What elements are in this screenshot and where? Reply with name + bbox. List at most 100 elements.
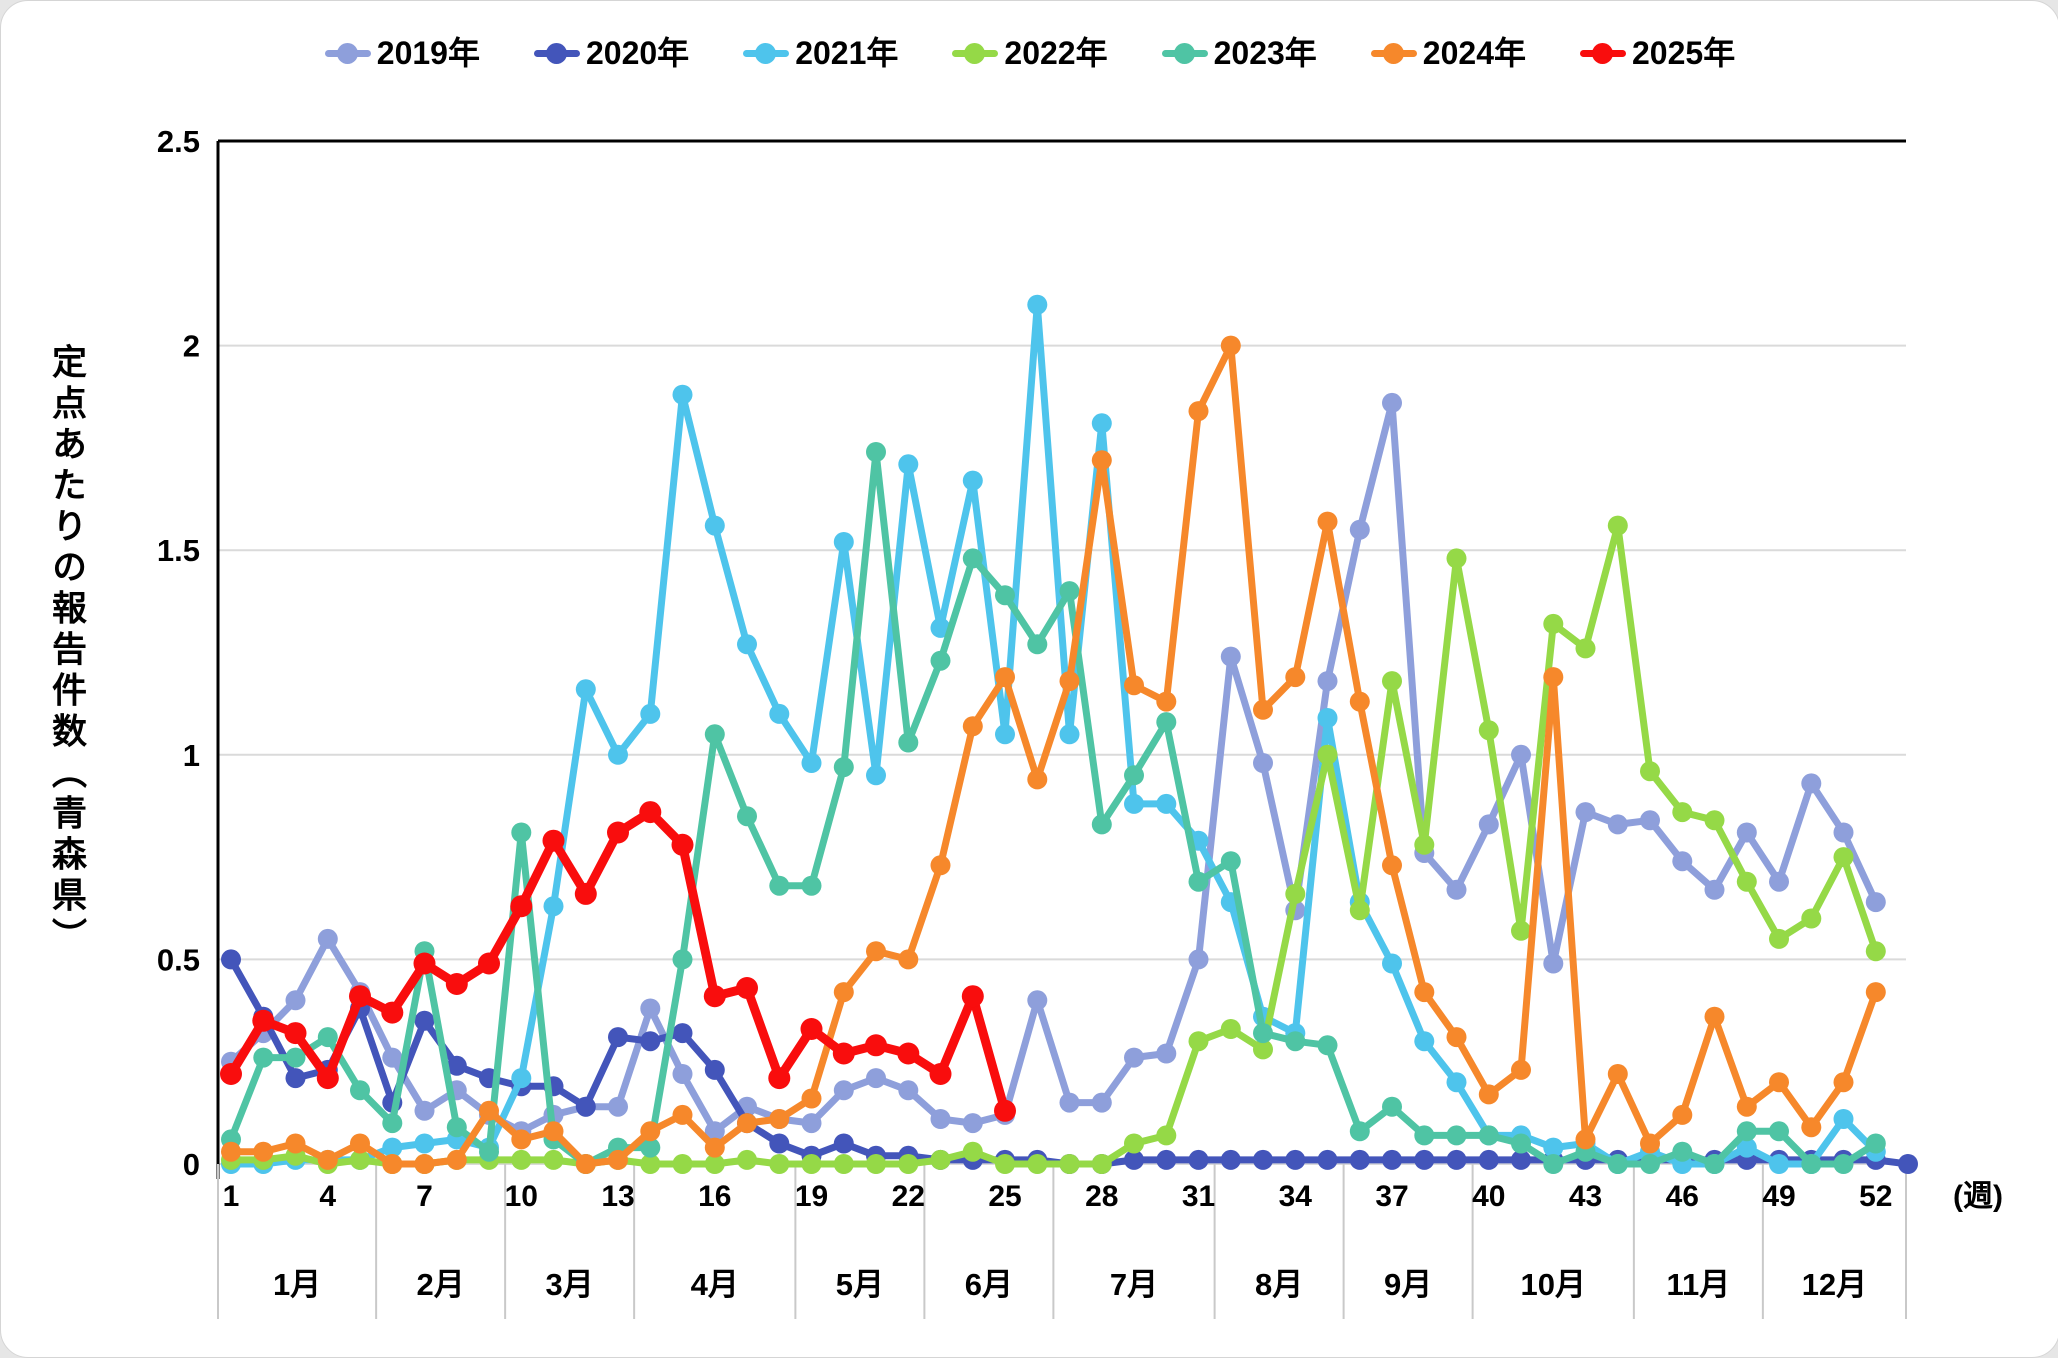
data-point-2024 — [640, 1121, 661, 1142]
data-point-2025 — [929, 1063, 952, 1085]
data-point-2022 — [672, 1154, 693, 1174]
data-point-2019 — [1865, 892, 1886, 913]
data-point-2019 — [1704, 879, 1725, 900]
data-point-2023 — [737, 806, 757, 827]
data-point-2019 — [930, 1109, 951, 1129]
data-point-2021 — [898, 454, 919, 475]
data-point-2021 — [575, 679, 596, 700]
series-line-2021 — [227, 301, 1880, 1168]
data-point-2023 — [1865, 1133, 1886, 1154]
data-point-2023 — [1382, 1096, 1402, 1117]
data-point-2024 — [382, 1154, 403, 1174]
data-point-2023 — [1511, 1133, 1531, 1154]
data-point-2022 — [1349, 900, 1370, 921]
data-point-2024 — [511, 1129, 532, 1150]
data-point-2019 — [1801, 773, 1822, 794]
week-tick-label: 49 — [1762, 1180, 1795, 1213]
data-point-2022 — [833, 1154, 854, 1174]
data-point-2022 — [1156, 1125, 1177, 1146]
data-point-2024 — [801, 1088, 822, 1109]
data-point-2024 — [1253, 699, 1273, 720]
data-point-2025 — [703, 985, 726, 1008]
data-point-2024 — [446, 1149, 467, 1170]
data-point-2023 — [801, 875, 822, 896]
data-point-2024 — [1349, 691, 1370, 712]
data-point-2022 — [1059, 1154, 1080, 1174]
data-point-2024 — [1188, 401, 1209, 422]
data-point-2023 — [253, 1047, 274, 1068]
data-point-2019 — [1736, 822, 1757, 843]
data-point-2025 — [994, 1099, 1016, 1122]
data-point-2019 — [285, 990, 306, 1011]
series-line-2024 — [227, 342, 1880, 1168]
data-point-2019 — [1769, 871, 1789, 892]
data-point-2023 — [930, 650, 951, 671]
data-point-2024 — [253, 1141, 274, 1162]
data-point-2022 — [1801, 908, 1822, 929]
month-label: 9月 — [1384, 1267, 1432, 1302]
month-label: 11月 — [1666, 1267, 1730, 1302]
data-point-2021 — [704, 515, 725, 536]
data-point-2023 — [285, 1047, 306, 1068]
data-point-2022 — [962, 1141, 983, 1162]
data-point-2020 — [1317, 1149, 1338, 1170]
data-point-2020 — [640, 1031, 661, 1052]
data-point-2024 — [1575, 1129, 1596, 1150]
data-point-2019 — [1382, 392, 1402, 413]
data-point-2023 — [1446, 1125, 1467, 1146]
data-point-2024 — [1543, 667, 1564, 688]
data-point-2020 — [608, 1027, 628, 1048]
data-point-2024 — [350, 1133, 370, 1154]
month-label: 6月 — [965, 1267, 1013, 1302]
data-point-2024 — [1091, 450, 1112, 471]
data-point-2019 — [1607, 814, 1628, 835]
data-point-2024 — [1220, 335, 1241, 356]
data-point-2021 — [769, 703, 790, 724]
data-point-2024 — [1124, 675, 1144, 696]
data-point-2021 — [1156, 793, 1177, 814]
data-point-2024 — [317, 1149, 338, 1170]
data-point-2020 — [1382, 1149, 1402, 1170]
data-point-2019 — [1349, 519, 1370, 540]
week-tick-label: 4 — [319, 1180, 336, 1213]
data-point-2021 — [866, 765, 886, 786]
data-point-2020 — [1349, 1149, 1370, 1170]
data-point-2023 — [1253, 1023, 1273, 1044]
data-point-2024 — [672, 1104, 693, 1125]
data-point-2023 — [1801, 1154, 1822, 1174]
month-label: 5月 — [836, 1267, 884, 1302]
data-point-2019 — [608, 1096, 628, 1117]
data-point-2021 — [1543, 1137, 1564, 1158]
data-point-2025 — [542, 829, 565, 852]
data-point-2020 — [1220, 1149, 1241, 1170]
data-point-2021 — [1027, 294, 1048, 315]
data-point-2023 — [1091, 814, 1112, 835]
data-point-2020 — [1511, 1149, 1531, 1170]
data-point-2023 — [350, 1080, 370, 1101]
week-tick-label: 22 — [892, 1180, 925, 1213]
data-point-2022 — [1027, 1154, 1048, 1174]
data-point-2022 — [866, 1154, 886, 1174]
data-point-2024 — [414, 1154, 435, 1174]
data-point-2019 — [382, 1047, 403, 1068]
data-point-2022 — [1736, 871, 1757, 892]
data-point-2021 — [995, 724, 1015, 745]
data-point-2023 — [1220, 851, 1241, 872]
data-point-2024 — [995, 667, 1015, 688]
data-point-2020 — [1188, 1149, 1209, 1170]
data-point-2022 — [543, 1149, 564, 1170]
data-point-2022 — [1607, 515, 1628, 536]
data-point-2023 — [1833, 1154, 1854, 1174]
week-tick-label: 25 — [988, 1180, 1021, 1213]
data-point-2023 — [1543, 1154, 1564, 1174]
data-point-2023 — [995, 585, 1015, 606]
data-point-2022 — [1543, 613, 1564, 634]
data-point-2024 — [930, 855, 951, 876]
data-point-2024 — [1865, 982, 1886, 1003]
data-point-2025 — [800, 1018, 823, 1040]
week-tick-label: 10 — [505, 1180, 538, 1213]
data-point-2019 — [833, 1080, 854, 1101]
data-point-2019 — [1511, 744, 1531, 765]
data-point-2025 — [220, 1063, 242, 1085]
